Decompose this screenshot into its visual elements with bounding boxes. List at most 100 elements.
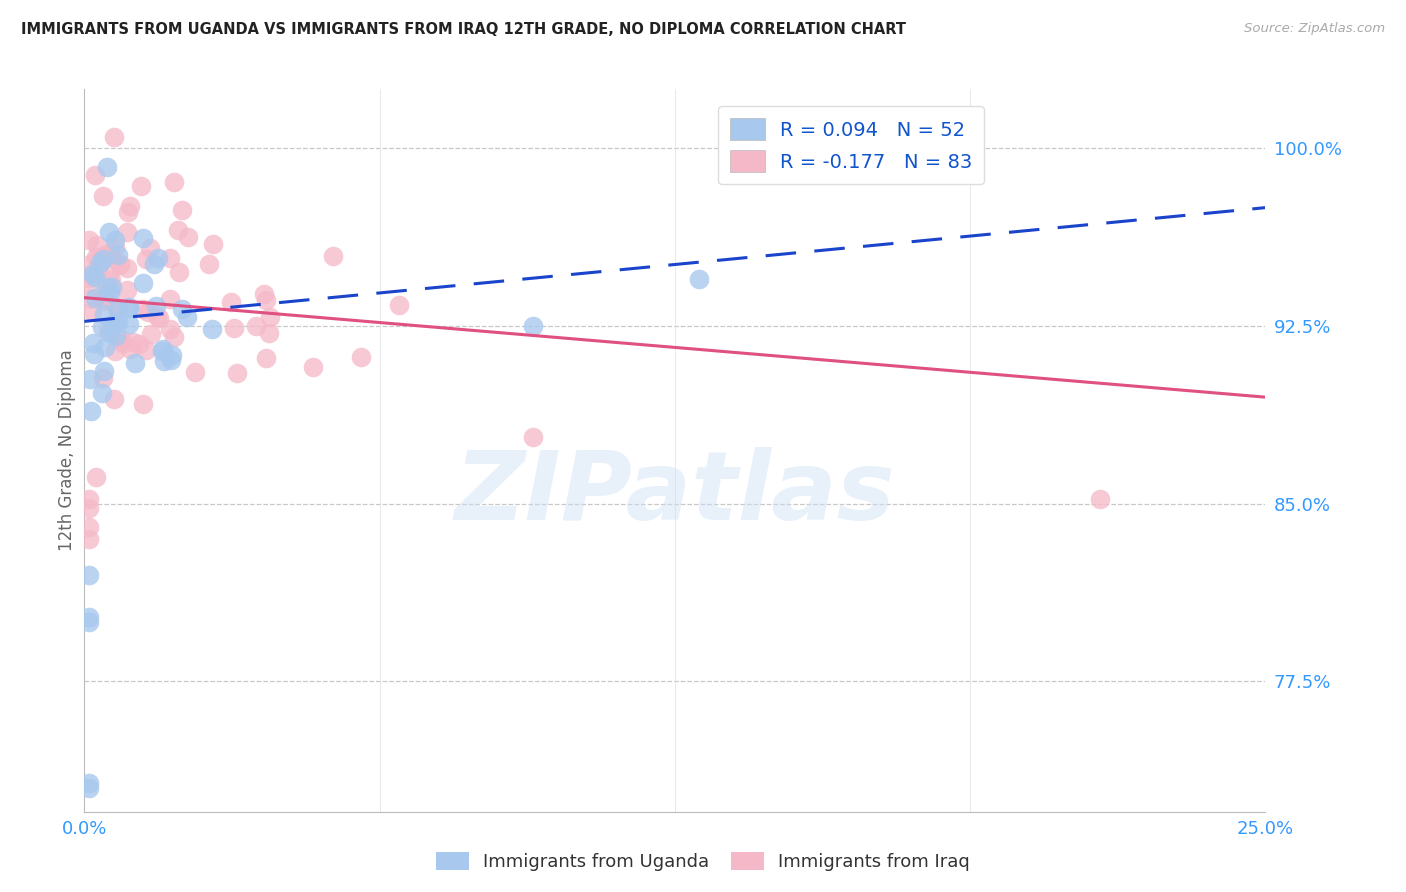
Point xyxy=(201,322,224,336)
Point xyxy=(256,351,278,365)
Point xyxy=(118,300,141,314)
Point xyxy=(139,241,162,255)
Point xyxy=(107,316,129,330)
Point xyxy=(159,322,181,336)
Point xyxy=(80,304,103,318)
Point xyxy=(259,310,281,325)
Point xyxy=(1088,491,1111,506)
Point xyxy=(98,283,121,297)
Point xyxy=(688,271,710,285)
Point xyxy=(77,610,100,624)
Point xyxy=(148,251,170,265)
Point xyxy=(120,342,142,356)
Point xyxy=(159,251,181,265)
Point xyxy=(77,520,100,534)
Point xyxy=(322,249,344,263)
Point xyxy=(176,310,198,324)
Point xyxy=(96,161,118,175)
Point xyxy=(93,307,115,321)
Point xyxy=(77,567,100,582)
Point xyxy=(77,491,100,506)
Point xyxy=(77,615,100,630)
Point xyxy=(522,430,544,444)
Point xyxy=(103,129,125,144)
Point xyxy=(94,285,117,299)
Point xyxy=(91,252,114,266)
Point xyxy=(91,290,114,304)
Point xyxy=(97,324,120,338)
Point xyxy=(87,260,110,274)
Point xyxy=(350,350,373,364)
Point xyxy=(84,269,107,284)
Point xyxy=(141,326,163,341)
Point xyxy=(112,336,135,351)
Point xyxy=(219,294,242,309)
Point xyxy=(82,336,104,351)
Point xyxy=(84,168,107,182)
Point xyxy=(245,319,267,334)
Point xyxy=(118,301,141,315)
Point xyxy=(142,257,165,271)
Point xyxy=(202,237,225,252)
Point xyxy=(98,246,121,260)
Point xyxy=(93,364,115,378)
Point xyxy=(118,199,141,213)
Point xyxy=(257,326,280,340)
Point xyxy=(89,256,111,270)
Point xyxy=(117,283,139,297)
Point xyxy=(86,238,108,252)
Point xyxy=(107,304,129,318)
Point xyxy=(103,317,125,331)
Point xyxy=(104,316,127,330)
Point xyxy=(79,372,101,386)
Point xyxy=(159,292,181,306)
Point xyxy=(122,335,145,350)
Point xyxy=(117,205,139,219)
Point xyxy=(77,780,100,795)
Point xyxy=(128,337,150,351)
Point xyxy=(77,776,100,790)
Point xyxy=(172,301,194,316)
Point xyxy=(129,179,152,194)
Point xyxy=(108,258,131,272)
Text: ZIPatlas: ZIPatlas xyxy=(454,447,896,541)
Point xyxy=(388,298,411,312)
Point xyxy=(131,277,153,291)
Point xyxy=(84,470,107,484)
Point xyxy=(91,371,114,385)
Point xyxy=(301,359,323,374)
Point xyxy=(150,344,173,359)
Point xyxy=(172,202,194,217)
Point xyxy=(135,343,157,357)
Point xyxy=(152,354,174,368)
Point xyxy=(198,257,221,271)
Point xyxy=(79,292,101,306)
Point xyxy=(132,301,155,316)
Point xyxy=(145,299,167,313)
Point xyxy=(162,348,184,362)
Point xyxy=(100,273,122,287)
Point xyxy=(101,280,124,294)
Point xyxy=(77,277,100,291)
Point xyxy=(152,342,174,356)
Point xyxy=(98,285,121,300)
Legend: R = 0.094   N = 52, R = -0.177   N = 83: R = 0.094 N = 52, R = -0.177 N = 83 xyxy=(718,106,984,184)
Point xyxy=(80,256,103,270)
Point xyxy=(224,320,246,334)
Point xyxy=(160,353,183,368)
Point xyxy=(84,251,107,265)
Point xyxy=(98,326,121,340)
Point xyxy=(146,310,169,324)
Point xyxy=(167,265,190,279)
Point xyxy=(176,230,198,244)
Point xyxy=(98,225,121,239)
Point xyxy=(77,533,100,547)
Point xyxy=(184,365,207,379)
Point xyxy=(77,271,100,285)
Point xyxy=(93,188,115,202)
Point xyxy=(134,252,156,267)
Point xyxy=(163,176,186,190)
Legend: Immigrants from Uganda, Immigrants from Iraq: Immigrants from Uganda, Immigrants from … xyxy=(429,845,977,879)
Point xyxy=(136,305,159,319)
Point xyxy=(108,257,131,271)
